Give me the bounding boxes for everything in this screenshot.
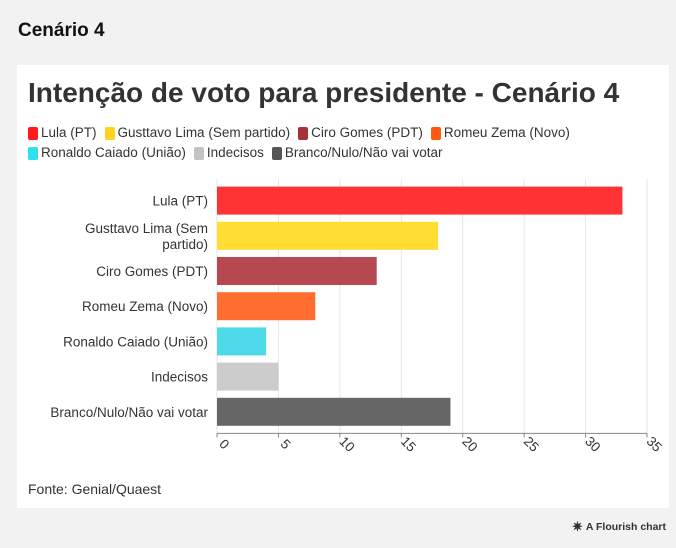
flourish-credit-label: A Flourish chart — [585, 521, 666, 533]
legend-item[interactable]: Indecisos — [193, 144, 264, 162]
bar[interactable] — [217, 397, 451, 426]
legend-label: Lula (PT) — [41, 125, 97, 140]
category-label: Lula (PT) — [152, 194, 208, 209]
bar[interactable] — [217, 257, 377, 285]
legend-swatch — [271, 146, 282, 160]
legend-label: Indecisos — [206, 145, 264, 160]
legend-swatch — [104, 126, 115, 140]
bar[interactable] — [217, 327, 267, 356]
legend-swatch — [193, 146, 204, 160]
bar-chart: Lula (PT) Gusttavo Lima (Sem partido) Ciro … — [50, 179, 665, 455]
category-label: Branco/Nulo/Não vai votar — [50, 405, 208, 420]
legend-item[interactable]: Branco/Nulo/Não vai votar — [271, 144, 443, 162]
bar[interactable] — [217, 292, 316, 321]
source-note: Fonte: Genial/Quaest — [28, 481, 162, 497]
flourish-credit[interactable]: ✷ A Flourish chart — [571, 519, 666, 534]
section-title: Cenário 4 — [18, 20, 105, 41]
flourish-icon: ✷ — [571, 519, 583, 534]
category-label: Gusttavo Lima (Sem partido) — [85, 221, 208, 252]
bar[interactable] — [217, 186, 623, 215]
legend-swatch — [28, 126, 38, 140]
legend-swatch — [430, 126, 441, 140]
legend-label: Ciro Gomes (PDT) — [311, 125, 423, 140]
legend-item[interactable]: Romeu Zema (Novo) — [430, 124, 570, 142]
category-label: Romeu Zema (Novo) — [82, 299, 208, 314]
legend-swatch — [298, 126, 309, 140]
chart-title: Intenção de voto para presidente - Cenár… — [28, 77, 620, 108]
bar[interactable] — [217, 221, 439, 250]
legend-item[interactable]: Gusttavo Lima (Sem partido) — [104, 124, 291, 142]
x-tick-label: 5 — [278, 436, 294, 452]
category-label: Ronaldo Caiado (União) — [63, 334, 208, 349]
legend-label: Romeu Zema (Novo) — [443, 125, 570, 140]
category-label: Ciro Gomes (PDT) — [96, 264, 208, 279]
legend-item[interactable]: Ciro Gomes (PDT) — [298, 124, 423, 142]
x-tick-label: 0 — [216, 436, 232, 452]
legend-label: Ronaldo Caiado (União) — [41, 145, 186, 160]
legend-label: Gusttavo Lima (Sem partido) — [117, 125, 291, 140]
legend-item[interactable]: Lula (PT) — [28, 124, 97, 142]
legend-label: Branco/Nulo/Não vai votar — [284, 145, 443, 160]
chart-card: Intenção de voto para presidente - Cenár… — [17, 65, 669, 508]
category-label: Indecisos — [151, 370, 208, 385]
legend-item[interactable]: Ronaldo Caiado (União) — [28, 144, 186, 162]
bar[interactable] — [217, 362, 279, 391]
legend-swatch — [28, 146, 38, 160]
legend: Lula (PT) Gusttavo Lima (Sem partido) Ciro… — [28, 124, 658, 162]
